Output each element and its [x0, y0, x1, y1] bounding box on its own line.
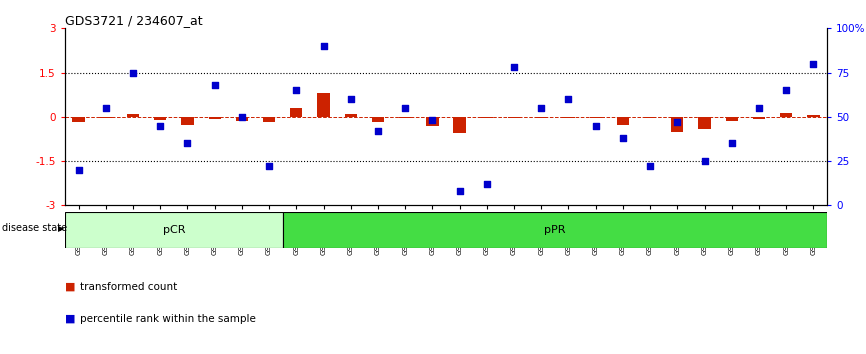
Bar [154, 117, 166, 120]
Point [153, 123, 167, 129]
Bar [290, 108, 302, 117]
Bar [780, 113, 792, 117]
Point [235, 114, 249, 120]
Text: pCR: pCR [163, 225, 185, 235]
Text: transformed count: transformed count [80, 282, 177, 292]
Bar [263, 117, 275, 122]
Point [398, 105, 412, 111]
Point [72, 167, 86, 173]
Point [806, 61, 820, 67]
Point [616, 135, 630, 141]
Point [99, 105, 113, 111]
Bar [698, 117, 711, 129]
Point [208, 82, 222, 88]
Point [262, 164, 276, 169]
Text: disease state: disease state [2, 223, 67, 233]
Text: pPR: pPR [544, 225, 565, 235]
Text: ■: ■ [65, 314, 75, 324]
Text: ■: ■ [65, 282, 75, 292]
Bar [726, 117, 738, 121]
Point [371, 128, 385, 134]
Bar [126, 114, 139, 117]
Bar [644, 117, 656, 118]
Bar [426, 117, 438, 126]
Bar [562, 117, 574, 118]
Bar [535, 117, 547, 118]
Bar [65, 212, 282, 248]
Text: ▶: ▶ [58, 224, 65, 233]
Bar [454, 117, 466, 133]
Point [126, 70, 140, 75]
Point [725, 141, 739, 146]
Bar [73, 117, 85, 122]
Bar [317, 93, 330, 117]
Bar [590, 117, 602, 118]
Bar [372, 117, 384, 122]
Point [480, 181, 494, 187]
Text: percentile rank within the sample: percentile rank within the sample [80, 314, 255, 324]
Bar [481, 117, 493, 118]
Point [317, 43, 331, 49]
Bar [100, 117, 112, 118]
Point [670, 119, 684, 125]
Point [289, 87, 303, 93]
Point [453, 188, 467, 194]
Bar [753, 117, 765, 119]
Bar [617, 117, 629, 125]
Bar [345, 114, 357, 117]
Point [344, 96, 358, 102]
Bar [236, 117, 248, 121]
Text: GDS3721 / 234607_at: GDS3721 / 234607_at [65, 14, 203, 27]
Point [425, 118, 439, 123]
Point [779, 87, 793, 93]
Point [180, 141, 194, 146]
Bar [209, 117, 221, 119]
Bar [181, 117, 193, 125]
Point [534, 105, 548, 111]
Bar [399, 117, 411, 118]
Bar [282, 212, 827, 248]
Bar [807, 115, 819, 117]
Point [698, 158, 712, 164]
Point [643, 164, 657, 169]
Bar [507, 117, 520, 118]
Point [507, 64, 521, 70]
Point [561, 96, 575, 102]
Point [589, 123, 603, 129]
Point [752, 105, 766, 111]
Bar [671, 117, 683, 132]
